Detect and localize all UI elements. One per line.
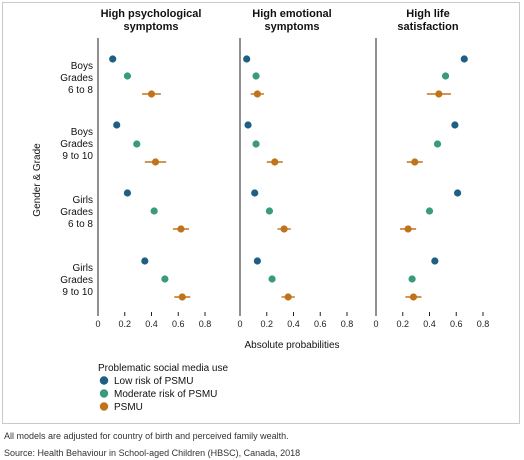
panel-2-x-tick-label: 0 xyxy=(237,319,242,329)
data-point-moderate-risk-of-psmu-g3-p1 xyxy=(150,207,158,215)
panel-3-x-tick-label: 0.6 xyxy=(450,319,463,329)
legend-title: Problematic social media use xyxy=(98,363,228,374)
panel-2-x-tick-label: 0.2 xyxy=(260,319,273,329)
group-label-2-line1: Boys xyxy=(71,127,93,138)
data-point-psmu-g2-p1 xyxy=(151,158,160,166)
panel-1-x-tick-label: 0.8 xyxy=(199,319,212,329)
panel-1-x-tick-label: 0.4 xyxy=(145,319,158,329)
legend-marker-low-risk-of-psmu xyxy=(99,376,109,385)
group-label-2-line3: 9 to 10 xyxy=(62,151,93,162)
data-point-low-risk-of-psmu-g2-p1 xyxy=(113,121,121,129)
group-label-3-line3: 6 to 8 xyxy=(68,219,93,230)
data-point-low-risk-of-psmu-g2-p2 xyxy=(244,121,252,129)
panel-2-x-tick-label: 0.6 xyxy=(314,319,327,329)
data-point-low-risk-of-psmu-g4-p3 xyxy=(431,257,439,265)
data-point-low-risk-of-psmu-g3-p1 xyxy=(123,189,132,197)
data-point-moderate-risk-of-psmu-g4-p3 xyxy=(408,275,416,283)
group-label-2-line2: Grades xyxy=(60,139,93,150)
data-point-low-risk-of-psmu-g4-p2 xyxy=(253,257,261,265)
group-label-1-line3: 6 to 8 xyxy=(68,85,93,96)
data-point-moderate-risk-of-psmu-g4-p2 xyxy=(268,275,276,283)
legend-marker-psmu xyxy=(99,402,109,411)
group-label-4-line2: Grades xyxy=(60,275,93,286)
data-point-moderate-risk-of-psmu-g3-p2 xyxy=(265,207,274,215)
data-point-psmu-g3-p1 xyxy=(177,225,185,233)
panel-title-3-line2: satisfaction xyxy=(397,21,458,33)
legend-label-low-risk-of-psmu: Low risk of PSMU xyxy=(114,376,193,387)
data-point-moderate-risk-of-psmu-g1-p2 xyxy=(252,72,260,80)
data-point-moderate-risk-of-psmu-g2-p3 xyxy=(433,140,442,148)
data-point-low-risk-of-psmu-g1-p1 xyxy=(109,55,117,63)
chart-svg: High psychological symptoms High emotion… xyxy=(32,8,489,413)
data-point-low-risk-of-psmu-g4-p1 xyxy=(141,257,149,265)
panel-title-1-line1: High psychological xyxy=(101,8,202,20)
group-label-3-line1: Girls xyxy=(72,195,93,206)
data-point-moderate-risk-of-psmu-g2-p1 xyxy=(133,140,141,148)
legend-label-moderate-risk-of-psmu: Moderate risk of PSMU xyxy=(114,389,217,400)
panel-title-1-line2: symptoms xyxy=(123,21,178,33)
panel-1-x-tick-label: 0 xyxy=(95,319,100,329)
data-point-psmu-g4-p2 xyxy=(284,293,292,301)
data-point-low-risk-of-psmu-g1-p2 xyxy=(243,55,251,63)
legend-label-psmu: PSMU xyxy=(114,402,143,413)
footnote-adjustment: All models are adjusted for country of b… xyxy=(4,431,289,441)
footnote-source: Source: Health Behaviour in School-aged … xyxy=(4,448,301,458)
data-point-psmu-g1-p2 xyxy=(253,90,261,98)
legend: Low risk of PSMU Moderate risk of PSMU PSM… xyxy=(99,376,217,413)
panels: 0 0.2 0.4 0.6 0.8 0 0.2 0.4 0.6 0.8 0 0.2 0.4 0.6 0.8 xyxy=(95,38,489,329)
group-label-1-line2: Grades xyxy=(60,73,93,84)
data-point-moderate-risk-of-psmu-g2-p2 xyxy=(252,140,260,148)
group-label-4-line1: Girls xyxy=(72,263,93,274)
panel-title-2-line2: symptoms xyxy=(264,21,319,33)
data-point-moderate-risk-of-psmu-g1-p1 xyxy=(123,72,132,80)
x-axis-label: Absolute probabilities xyxy=(244,340,339,351)
data-point-low-risk-of-psmu-g2-p3 xyxy=(451,121,459,129)
y-axis-label: Gender & Grade xyxy=(32,143,43,217)
legend-marker-moderate-risk-of-psmu xyxy=(99,389,109,398)
panel-1-x-tick-label: 0.6 xyxy=(172,319,185,329)
data-point-psmu-g4-p3 xyxy=(409,293,418,301)
panel-3-x-tick-label: 0 xyxy=(373,319,378,329)
data-point-moderate-risk-of-psmu-g3-p3 xyxy=(425,207,434,215)
data-point-moderate-risk-of-psmu-g1-p3 xyxy=(441,72,450,80)
panel-2-x-tick-label: 0.8 xyxy=(341,319,354,329)
data-point-low-risk-of-psmu-g3-p2 xyxy=(251,189,259,197)
panel-title-3-line1: High life xyxy=(406,8,449,20)
data-point-psmu-g3-p2 xyxy=(280,225,288,233)
panel-title-2-line1: High emotional xyxy=(252,8,331,20)
data-point-moderate-risk-of-psmu-g4-p1 xyxy=(161,275,169,283)
data-point-low-risk-of-psmu-g1-p3 xyxy=(460,55,468,63)
chart-frame xyxy=(2,2,520,424)
panel-1-x-tick-label: 0.2 xyxy=(118,319,131,329)
panel-3-x-tick-label: 0.2 xyxy=(396,319,409,329)
panel-2-x-tick-label: 0.4 xyxy=(287,319,300,329)
group-label-3-line2: Grades xyxy=(60,207,93,218)
data-point-psmu-g3-p3 xyxy=(404,225,412,233)
group-label-1-line1: Boys xyxy=(71,61,93,72)
data-point-low-risk-of-psmu-g3-p3 xyxy=(453,189,462,197)
panel-3-x-tick-label: 0.8 xyxy=(477,319,490,329)
data-point-psmu-g2-p2 xyxy=(271,158,279,166)
data-point-psmu-g4-p1 xyxy=(178,293,186,301)
group-label-4-line3: 9 to 10 xyxy=(62,287,93,298)
panel-3-x-tick-label: 0.4 xyxy=(423,319,436,329)
data-point-psmu-g1-p1 xyxy=(147,90,156,98)
data-point-psmu-g2-p3 xyxy=(411,158,419,166)
data-point-psmu-g1-p3 xyxy=(435,90,443,98)
